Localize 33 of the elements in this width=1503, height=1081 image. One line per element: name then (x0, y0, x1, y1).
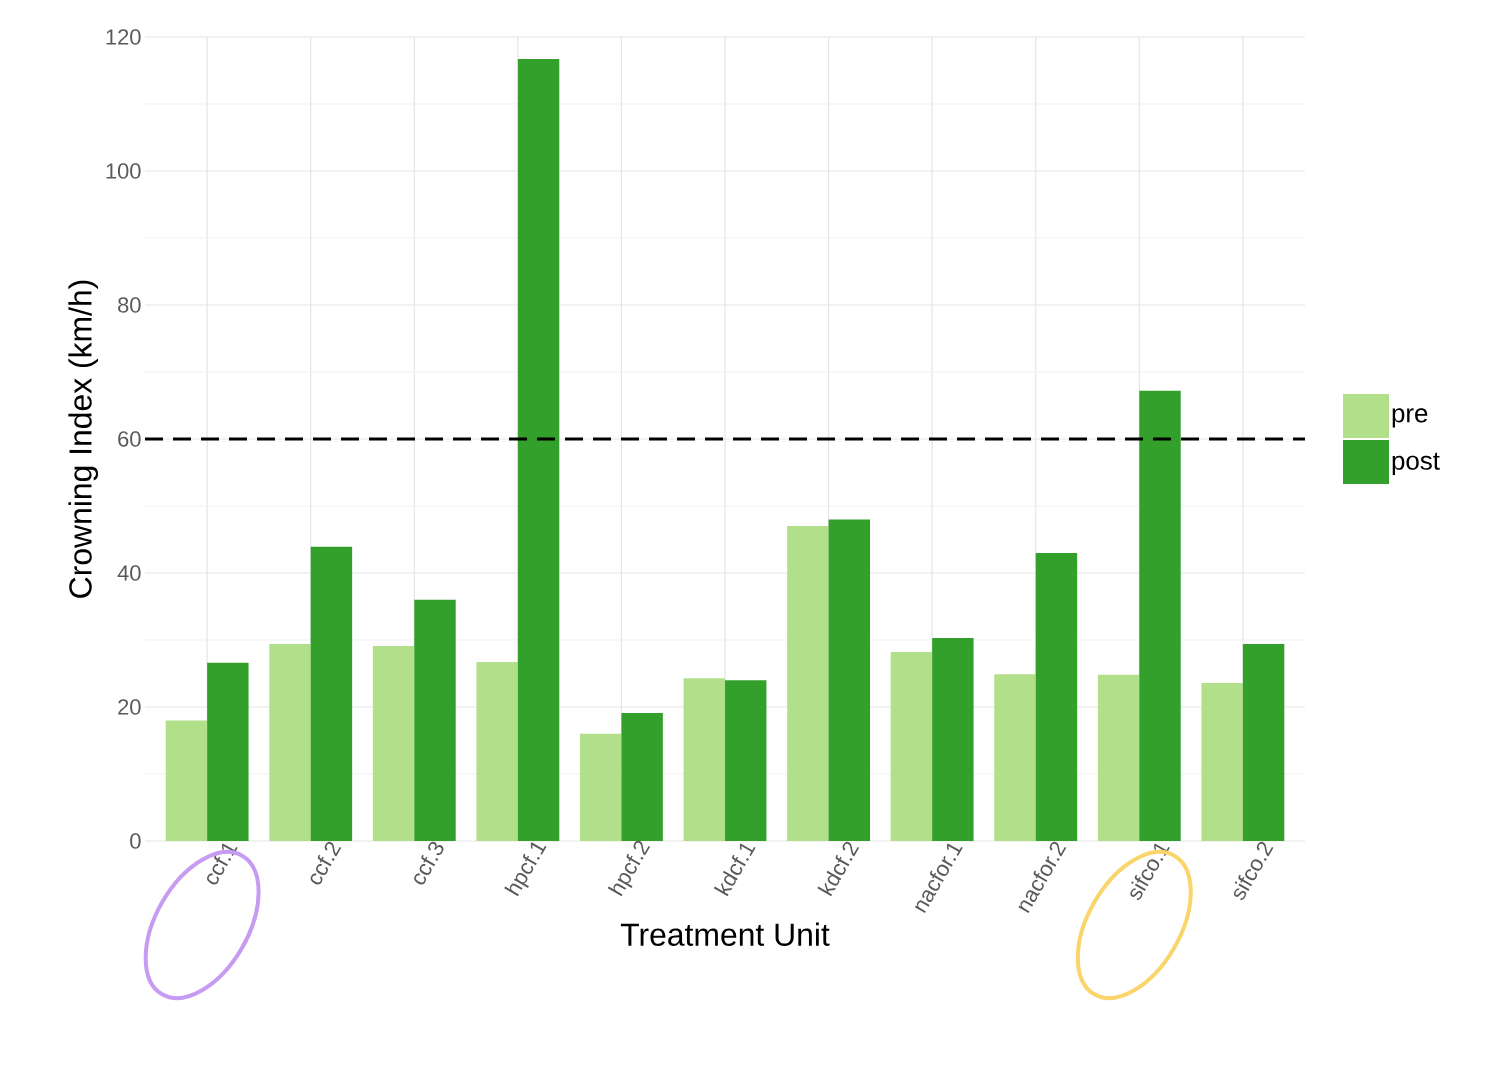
bar (932, 637, 974, 841)
bar (580, 733, 622, 841)
bar (414, 599, 456, 841)
bar (372, 646, 415, 841)
bar (165, 720, 208, 841)
bar (725, 680, 767, 841)
y-tick-label: 80 (118, 297, 141, 313)
bar (1035, 552, 1078, 841)
bar (517, 59, 560, 841)
bar (787, 526, 829, 841)
bar (476, 662, 518, 841)
legend-label: post (1392, 452, 1440, 475)
bar (621, 713, 663, 841)
y-tick-label: 20 (118, 699, 141, 715)
y-tick-label: 120 (106, 29, 141, 45)
bar (683, 678, 726, 841)
legend-label: pre (1392, 408, 1428, 428)
bar (1242, 644, 1285, 841)
y-tick-label: 40 (117, 565, 141, 581)
bar (994, 674, 1036, 841)
bar (1139, 390, 1181, 841)
bar (1201, 682, 1243, 841)
x-axis-title: Treatment Unit (620, 922, 830, 946)
bar (890, 652, 933, 841)
y-tick-label: 60 (118, 431, 141, 447)
bar (310, 546, 353, 841)
bar (269, 644, 311, 841)
bar (207, 662, 249, 841)
bar (828, 519, 871, 841)
y-tick-label: 0 (130, 833, 141, 849)
y-tick-label: 100 (106, 163, 141, 179)
y-axis-title: Crowning Index (km/h) (68, 280, 99, 598)
bar (1097, 674, 1140, 841)
